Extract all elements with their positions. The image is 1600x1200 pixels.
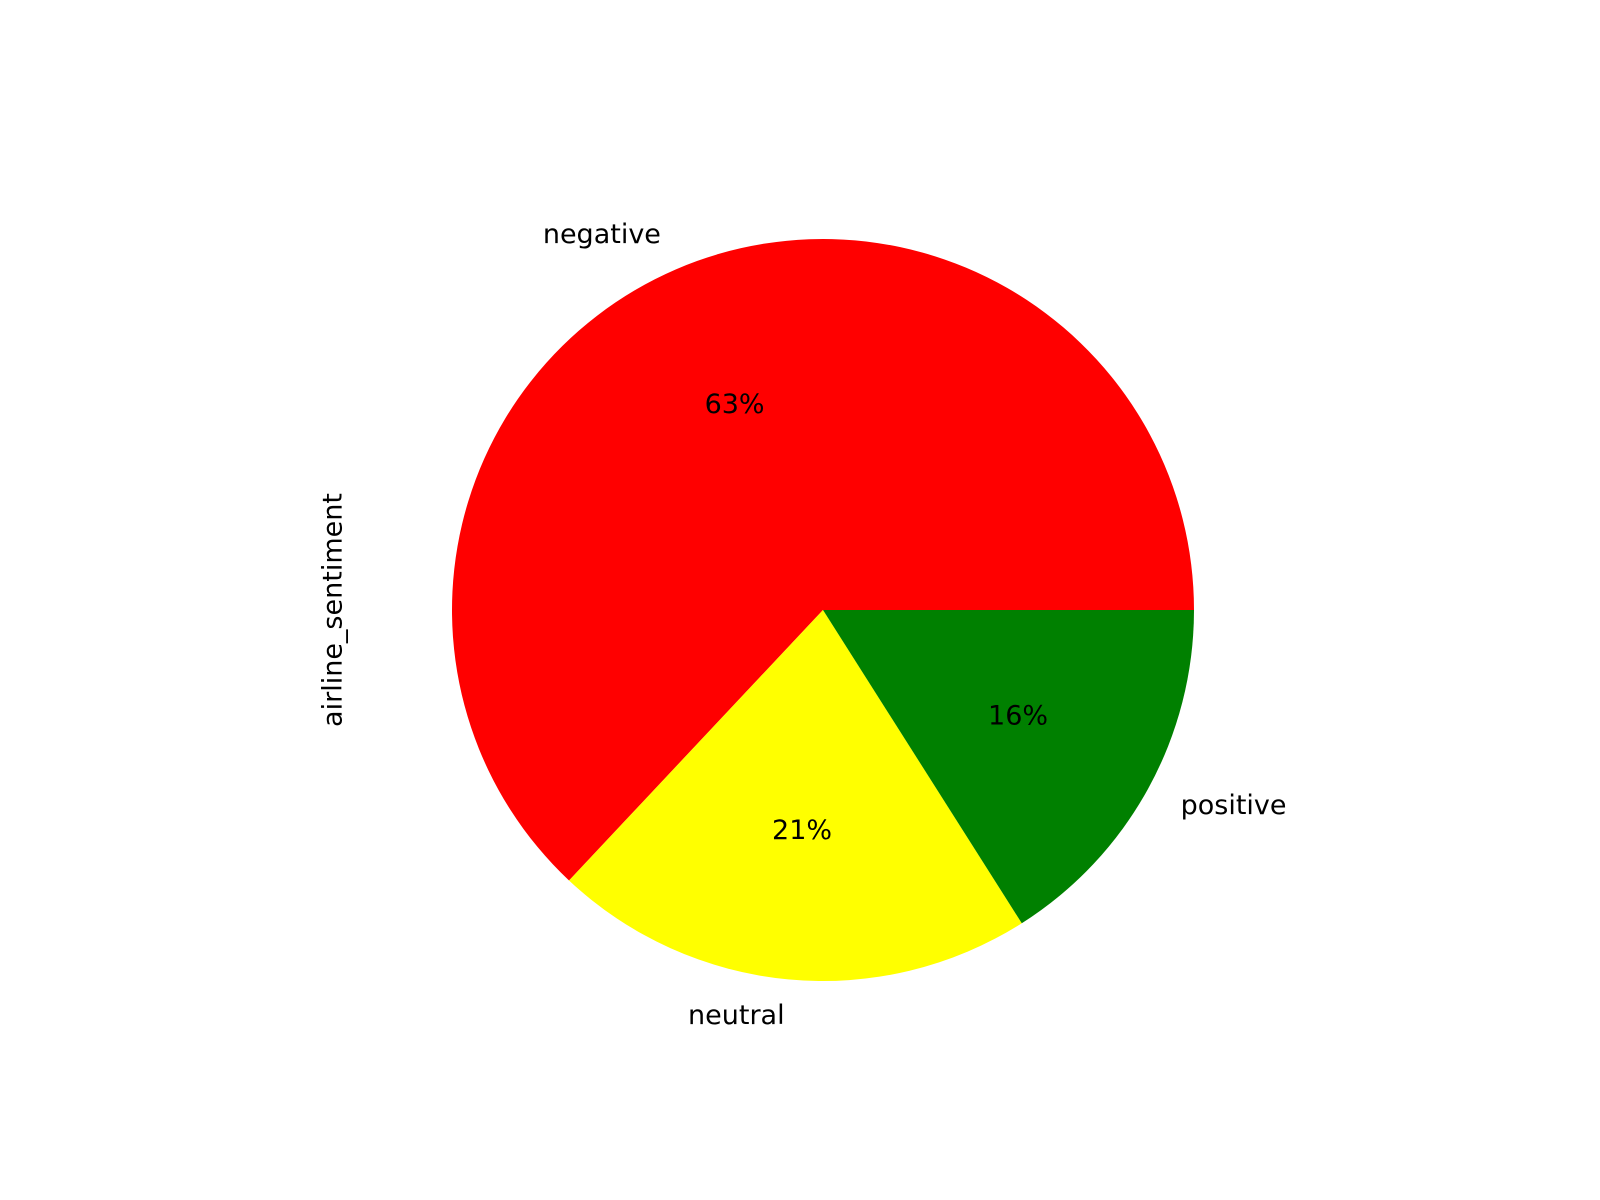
pct-label-positive: 16% <box>988 701 1048 732</box>
y-axis-label: airline_sentiment <box>318 493 349 727</box>
category-label-negative: negative <box>543 219 661 250</box>
category-label-positive: positive <box>1181 790 1287 821</box>
pct-label-negative: 63% <box>705 389 765 420</box>
category-labels: negative neutral positive <box>543 219 1287 1031</box>
category-label-neutral: neutral <box>688 1000 785 1031</box>
pie-slice-neutral <box>569 610 1022 981</box>
pct-label-neutral: 21% <box>772 815 832 846</box>
pie-slice-positive <box>823 610 1194 924</box>
pie-slice-negative <box>451 239 1194 881</box>
percentage-labels: 63% 21% 16% <box>705 389 1048 846</box>
pie-slices <box>451 239 1194 981</box>
